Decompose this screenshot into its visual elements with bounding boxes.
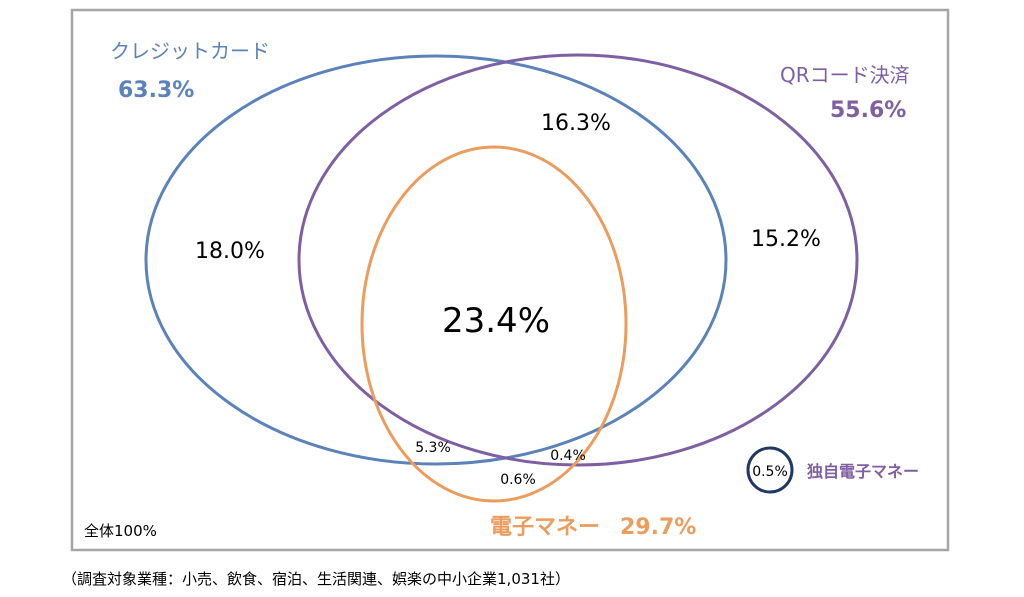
- credit-card-label: クレジットカード: [110, 39, 270, 63]
- qr-code-label: QRコード決済: [780, 63, 910, 87]
- e-money-percent: 29.7%: [620, 515, 696, 540]
- credit-only-value: 18.0%: [195, 239, 265, 264]
- credit-card-percent: 63.3%: [118, 78, 194, 103]
- independent-e-money-value: 0.5%: [752, 464, 788, 480]
- qr-code-circle: [297, 53, 859, 467]
- credit-qr-value: 16.3%: [541, 111, 611, 136]
- e-money-label: 電子マネー: [490, 515, 600, 540]
- diagram-frame: [70, 8, 950, 552]
- independent-e-money-circle: [746, 446, 794, 494]
- credit-card-circle: [144, 54, 728, 466]
- credit-emoney-value: 5.3%: [415, 440, 451, 456]
- all-three-value: 23.4%: [442, 301, 550, 341]
- qr-emoney-value: 0.4%: [550, 448, 586, 464]
- qr-code-percent: 55.6%: [830, 98, 906, 123]
- independent-e-money-label: 独自電子マネー: [807, 462, 919, 481]
- emoney-only-value: 0.6%: [500, 472, 536, 488]
- e-money-circle: [360, 145, 628, 503]
- footnote: （調査対象業種：小売、飲食、宿泊、生活関連、娯楽の中小企業1,031社）: [62, 570, 570, 588]
- total-label: 全体100%: [84, 522, 157, 540]
- qr-only-value: 15.2%: [751, 227, 821, 252]
